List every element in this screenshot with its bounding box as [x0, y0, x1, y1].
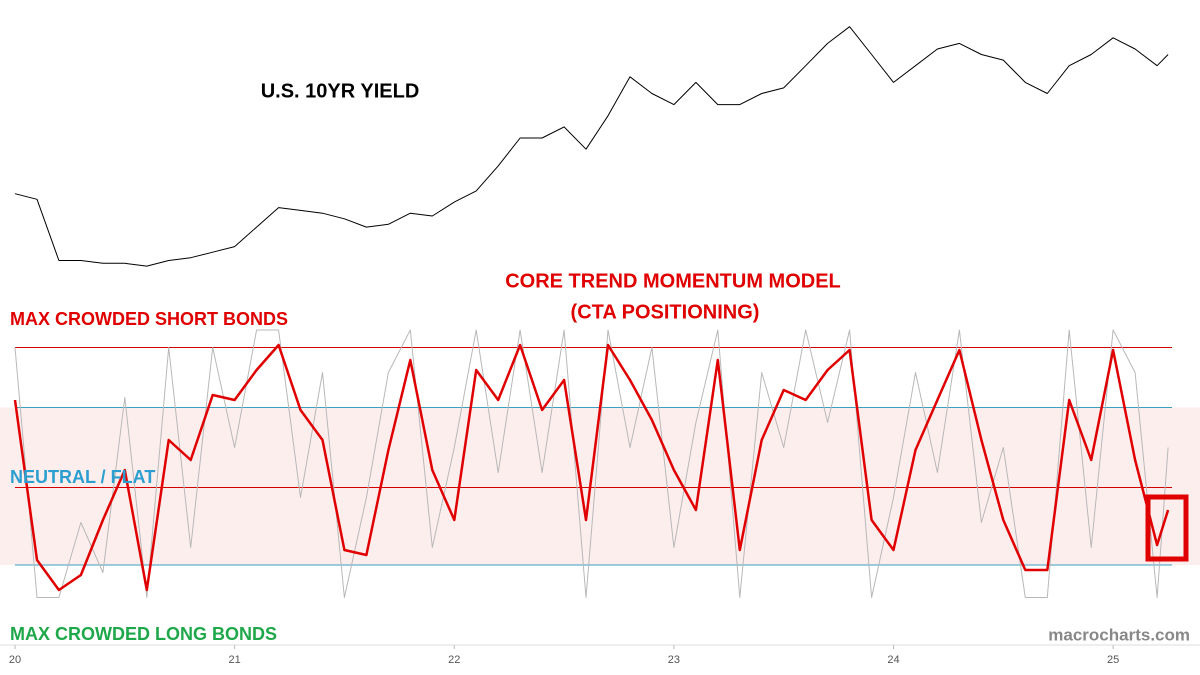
- highlight-box: [1145, 494, 1189, 562]
- annotation: MAX CROWDED SHORT BONDS: [10, 309, 288, 329]
- x-tick-label: 22: [448, 654, 460, 666]
- x-tick-label: 25: [1107, 654, 1119, 666]
- annotation: MAX CROWDED LONG BONDS: [10, 624, 277, 644]
- model-subtitle: (CTA POSITIONING): [571, 301, 760, 323]
- x-tick-label: 20: [9, 654, 21, 666]
- series-line: [14, 329, 1169, 598]
- x-tick-label: 24: [887, 654, 899, 666]
- annotation: NEUTRAL / FLAT: [10, 467, 155, 487]
- watermark: macrocharts.com: [1048, 625, 1190, 644]
- series-line: [14, 26, 1169, 267]
- series-line: [13, 343, 1170, 592]
- x-tick-label: 23: [668, 654, 680, 666]
- model-title: CORE TREND MOMENTUM MODEL: [505, 270, 841, 292]
- x-tick-label: 21: [229, 654, 241, 666]
- yield-title: U.S. 10YR YIELD: [261, 80, 420, 102]
